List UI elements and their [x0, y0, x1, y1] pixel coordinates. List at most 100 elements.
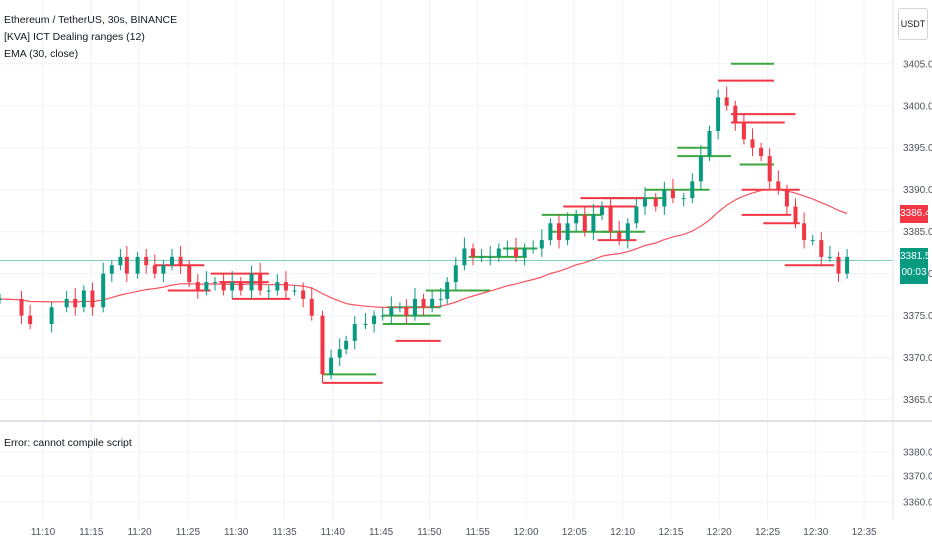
candle-body — [380, 315, 385, 317]
candle-body — [28, 315, 33, 325]
candle-body — [793, 206, 798, 224]
candle-body — [372, 315, 377, 325]
candle-body — [522, 248, 527, 257]
last-price-tag: 3381.57 00:03 — [900, 248, 932, 284]
last-price-value: 3381.57 — [900, 251, 932, 262]
candle-body — [653, 198, 658, 207]
candle-body — [776, 181, 781, 190]
candle-body — [161, 265, 166, 274]
candle-body — [195, 282, 200, 291]
candle-body — [810, 240, 815, 242]
candle-body — [698, 156, 703, 182]
time-tick-label: 11:25 — [176, 527, 201, 538]
candle-body — [152, 265, 157, 274]
price-axis-pane2[interactable]: 3380.00 3370.00 3360.00 — [903, 448, 932, 509]
time-tick-label: 11:50 — [417, 527, 442, 538]
candle-body — [275, 282, 280, 291]
candle-body — [690, 181, 695, 199]
candle-body — [759, 147, 764, 157]
candle-body — [827, 256, 832, 258]
candle-body — [836, 256, 841, 274]
candle-body — [320, 315, 325, 375]
candle-body — [496, 248, 501, 257]
time-tick-label: 11:45 — [369, 527, 394, 538]
price-tick-label: 3375.00 — [903, 311, 932, 322]
candle-body — [430, 298, 435, 308]
candle-body — [741, 122, 746, 140]
time-tick-label: 11:55 — [466, 527, 491, 538]
currency-button[interactable]: USDT — [898, 8, 928, 40]
time-tick-label: 12:25 — [755, 527, 780, 538]
error-message: Error: cannot compile script — [4, 437, 132, 449]
candle-body — [608, 206, 613, 232]
time-tick-label: 11:20 — [127, 527, 152, 538]
candle-body — [565, 223, 570, 241]
indicator-dealing-ranges[interactable]: [KVA] ICT Dealing ranges (12) — [4, 31, 145, 43]
pane2-tick-label: 3360.00 — [903, 498, 932, 509]
candle-body — [724, 97, 729, 106]
ema-price-tag: 3386.46 — [900, 205, 932, 223]
candle-body — [187, 265, 192, 283]
dealing-ranges — [154, 62, 835, 384]
candle-body — [49, 307, 54, 325]
time-tick-label: 12:35 — [852, 527, 877, 538]
candle-body — [337, 349, 342, 358]
price-tick-label: 3390.00 — [903, 185, 932, 196]
candle-body — [438, 298, 443, 300]
candle-body — [750, 139, 755, 148]
candle-body — [221, 282, 226, 291]
candle-body — [73, 298, 78, 308]
candle-body — [634, 206, 639, 224]
candle-body — [670, 189, 675, 199]
candle-body — [445, 282, 450, 299]
candle-body — [352, 324, 357, 341]
candle-body — [266, 290, 271, 292]
candle-body — [109, 265, 114, 274]
candle-body — [539, 240, 544, 249]
candle-body — [557, 223, 561, 241]
price-tick-label: 3370.00 — [903, 353, 932, 364]
candle-body — [404, 307, 409, 316]
candle-body — [144, 256, 149, 266]
pane2-tick-label: 3370.00 — [903, 472, 932, 483]
candle-body — [204, 282, 209, 291]
candle-body — [64, 298, 69, 308]
candle-body — [249, 273, 254, 291]
candle-body — [802, 223, 807, 241]
candle-body — [0, 298, 2, 300]
candles — [0, 86, 850, 383]
candle-body — [19, 298, 24, 316]
time-tick-label: 11:35 — [272, 527, 297, 538]
price-tick-label: 3400.00 — [903, 101, 932, 112]
candle-body — [258, 273, 263, 291]
time-axis[interactable]: 11:10 11:15 11:20 11:25 11:30 11:35 11:40 11:45… — [31, 527, 877, 538]
candle-body — [662, 189, 667, 207]
candle-body — [397, 307, 402, 309]
symbol-title[interactable]: Ethereum / TetherUS, 30s, BINANCE — [4, 14, 178, 26]
candle-body — [819, 240, 824, 257]
candle-body — [238, 282, 243, 291]
price-axis[interactable]: 3405.003400.003395.003390.003385.003380.… — [903, 59, 932, 406]
candle-body — [681, 198, 686, 200]
candle-body — [643, 198, 647, 207]
candle-body — [81, 290, 86, 308]
candle-body — [213, 282, 217, 284]
candle-body — [617, 231, 622, 241]
indicator-ema[interactable]: EMA (30, close) — [4, 48, 79, 60]
time-tick-label: 11:10 — [31, 527, 56, 538]
time-tick-label: 12:05 — [562, 527, 587, 538]
candle-body — [283, 282, 288, 291]
candle-body — [90, 290, 95, 308]
candle-body — [716, 97, 721, 131]
candle-body — [363, 324, 368, 326]
time-tick-label: 12:30 — [803, 527, 828, 538]
candle-body — [170, 256, 174, 266]
candle-body — [462, 248, 467, 266]
candle-body — [591, 214, 596, 232]
currency-label: USDT — [900, 19, 926, 29]
candle-body — [733, 105, 738, 123]
candle-body — [135, 256, 140, 274]
candle-body — [531, 248, 536, 250]
candle-body — [548, 223, 553, 241]
